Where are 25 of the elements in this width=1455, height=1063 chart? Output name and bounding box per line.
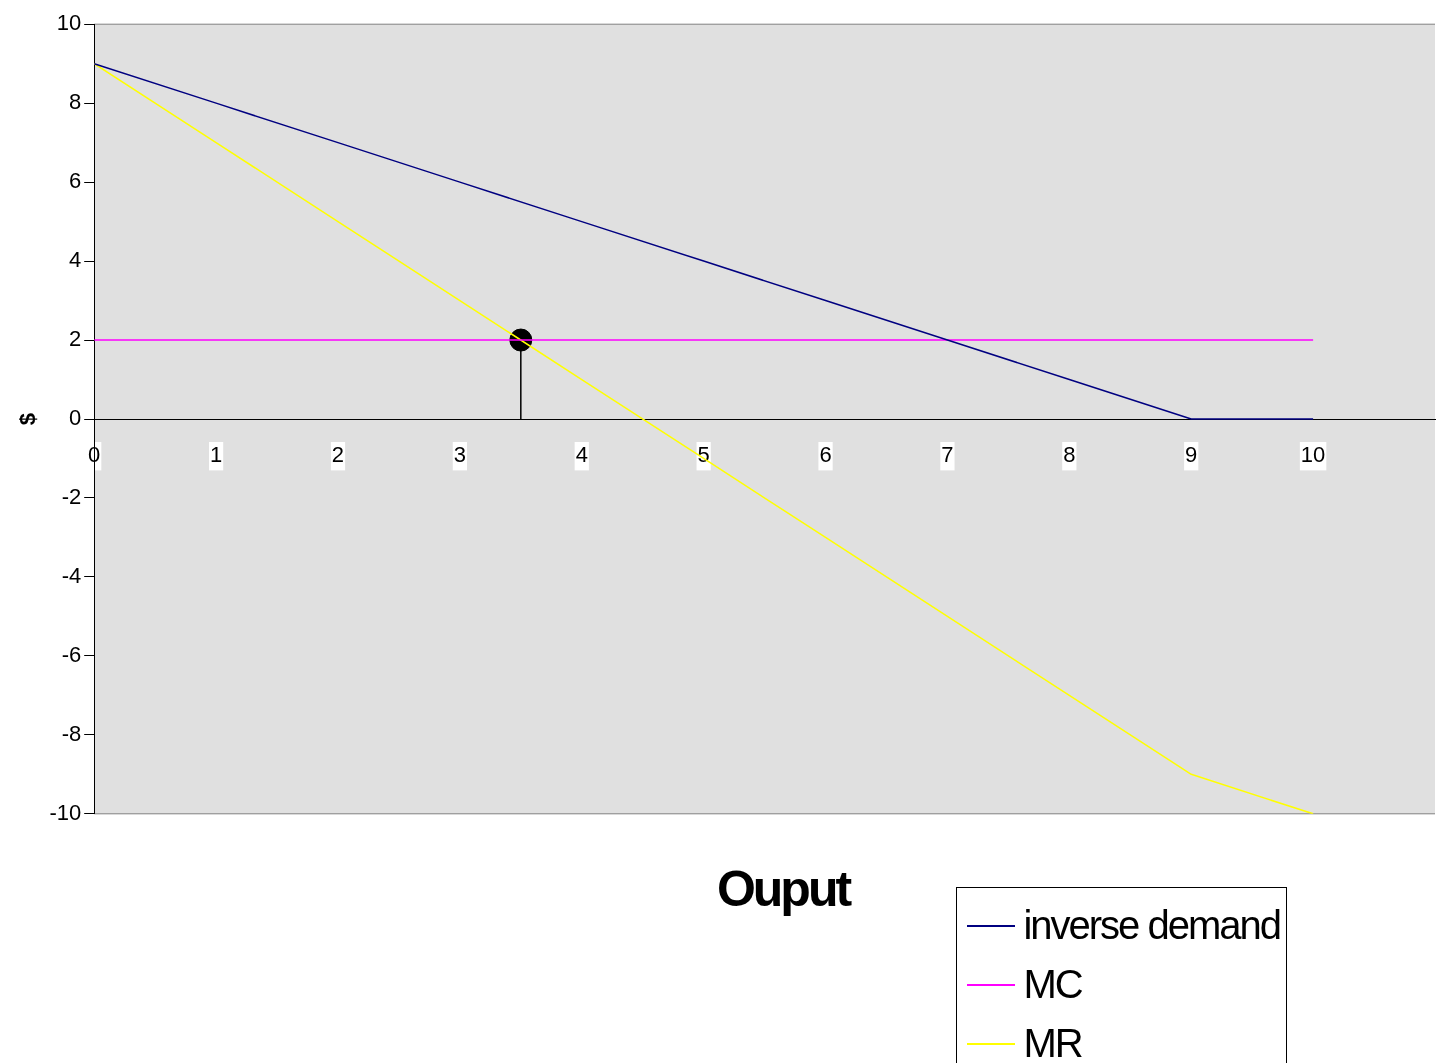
legend-label: MR <box>1023 1021 1082 1063</box>
x-tick-label: 10 <box>1300 442 1326 468</box>
y-tick-label: -2 <box>61 484 82 510</box>
legend-label: MC <box>1023 962 1082 1007</box>
y-tick-label: 0 <box>68 405 82 431</box>
y-tick-label: -8 <box>61 720 82 746</box>
y-tick-label: 10 <box>56 10 82 36</box>
y-tick-label: 6 <box>68 168 82 194</box>
y-tick-label: 4 <box>68 247 82 273</box>
y-axis-title: $ <box>15 412 41 426</box>
x-tick-label: 7 <box>941 442 954 468</box>
x-tick-label: 6 <box>819 442 832 468</box>
legend-label: inverse demand <box>1023 903 1280 948</box>
y-tick-label: -10 <box>49 799 82 825</box>
x-tick-label: 3 <box>453 442 466 468</box>
x-tick-label: 9 <box>1185 442 1198 468</box>
x-tick-label: 1 <box>209 442 223 468</box>
x-tick-label: 8 <box>1063 442 1076 468</box>
x-tick-label: 2 <box>331 442 345 468</box>
y-tick-label: 2 <box>68 326 82 352</box>
x-axis-title: Ouput <box>715 860 851 918</box>
y-tick-label: -4 <box>61 562 82 588</box>
y-tick-label: -6 <box>61 641 82 667</box>
y-tick-label: 8 <box>68 89 82 115</box>
x-tick-label: 4 <box>575 442 588 468</box>
